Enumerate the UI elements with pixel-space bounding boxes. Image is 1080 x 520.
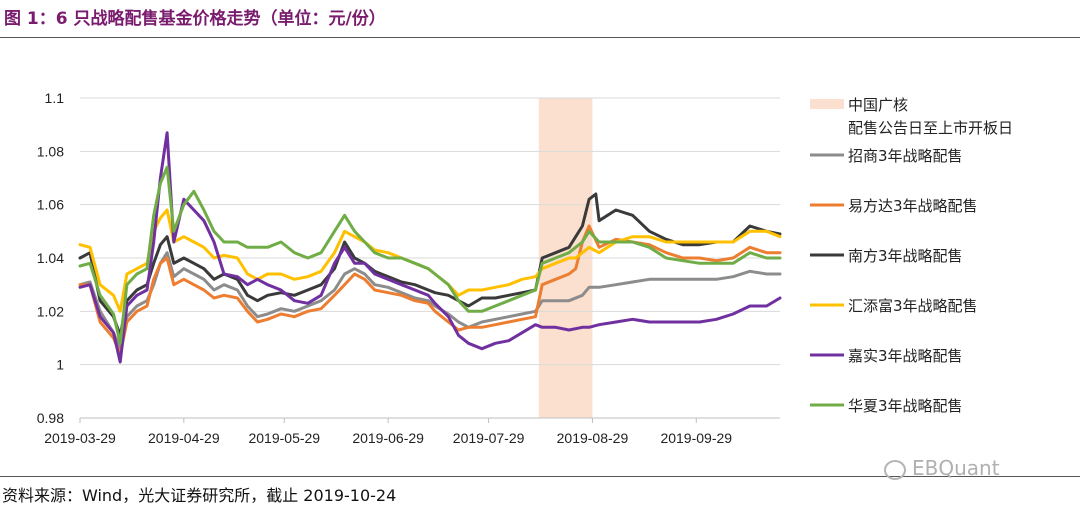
x-tick-label: 2019-05-29: [248, 430, 320, 446]
watermark-text: EBQuant: [912, 456, 1000, 480]
x-tick-label: 2019-06-29: [352, 430, 424, 446]
series-line: [78, 165, 782, 345]
legend-label: 汇添富3年战略配售: [848, 297, 978, 315]
y-tick-label: 1.02: [37, 303, 64, 319]
y-tick-label: 1.06: [37, 197, 64, 213]
legend-label-highlight: 中国广核: [848, 96, 908, 114]
source-note: 资料来源：Wind，光大证券研究所，截止 2019-10-24: [2, 486, 397, 505]
top-rule: [0, 37, 1080, 38]
legend-label: 易方达3年战略配售: [848, 197, 978, 215]
legend-label: 华夏3年战略配售: [848, 397, 963, 415]
legend-swatch-highlight: [810, 99, 844, 109]
series-line: [78, 131, 782, 364]
bottom-rule: [0, 476, 1080, 477]
series-line: [78, 251, 782, 351]
y-tick-label: 1: [56, 357, 64, 373]
y-tick-label: 1.1: [45, 90, 65, 106]
x-tick-label: 2019-08-29: [557, 430, 629, 446]
x-tick-label: 2019-07-29: [453, 430, 525, 446]
x-tick-label: 2019-09-29: [660, 430, 732, 446]
y-tick-label: 1.08: [37, 143, 64, 159]
series-line: [78, 224, 782, 356]
y-tick-label: 1.04: [37, 250, 64, 266]
x-tick-label: 2019-03-29: [44, 430, 116, 446]
legend-label: 招商3年战略配售: [848, 147, 963, 165]
wechat-icon: [884, 459, 906, 480]
series-line: [78, 192, 782, 337]
x-tick-label: 2019-04-29: [148, 430, 220, 446]
y-tick-label: 0.98: [37, 410, 64, 426]
watermark: EBQuant: [884, 456, 1000, 480]
legend-label: 嘉实3年战略配售: [848, 347, 963, 365]
legend-label: 南方3年战略配售: [848, 247, 963, 265]
line-chart: 1.1 1.08 1.06 1.04 1.02 1 0.98 2019-03-29 2019-0…: [37, 90, 1013, 446]
page-title: 图 1：6 只战略配售基金价格走势（单位：元/份）: [4, 9, 386, 29]
legend-label-highlight-sub: 配售公告日至上市开板日: [848, 119, 1013, 137]
